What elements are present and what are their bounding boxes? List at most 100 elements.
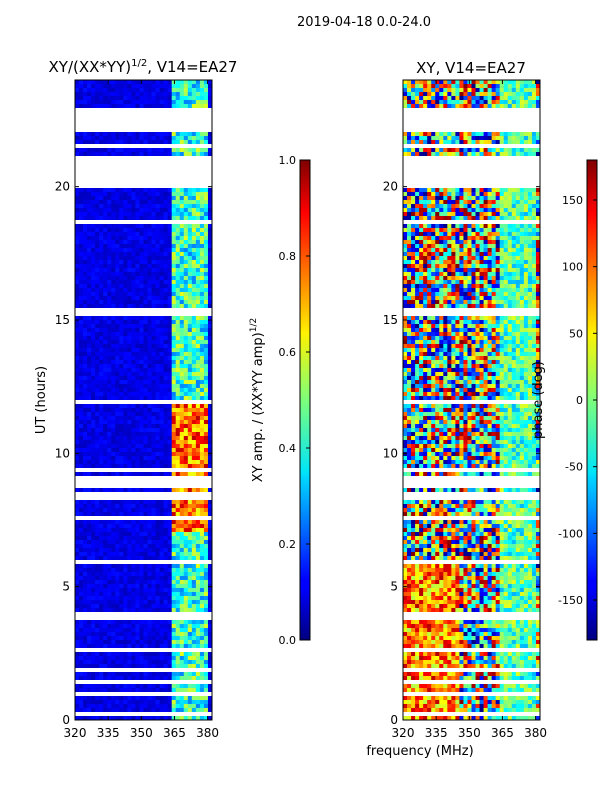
heat-cell xyxy=(75,152,80,157)
heat-cell xyxy=(91,432,96,437)
flagged-cell xyxy=(147,560,152,565)
heat-cell xyxy=(155,428,161,433)
heat-cell xyxy=(139,336,144,341)
heat-cell xyxy=(195,240,201,245)
heat-cell xyxy=(187,328,193,333)
heat-cell xyxy=(95,404,100,409)
flagged-cell xyxy=(187,180,193,185)
heat-cell xyxy=(95,664,100,669)
heat-cell xyxy=(199,300,205,305)
heat-cell xyxy=(171,420,177,425)
heat-cell xyxy=(207,244,213,249)
heat-cell xyxy=(147,216,152,221)
flagged-cell xyxy=(159,308,165,313)
heat-cell xyxy=(175,348,181,353)
heat-cell xyxy=(91,88,96,93)
heat-cell xyxy=(91,596,96,601)
heat-cell xyxy=(159,520,165,525)
flagged-cell xyxy=(147,496,152,501)
heat-cell xyxy=(131,416,136,421)
heat-cell xyxy=(159,392,165,397)
heat-cell xyxy=(187,620,193,625)
heat-cell xyxy=(107,448,112,453)
heat-cell xyxy=(171,536,177,541)
heat-cell xyxy=(163,92,169,97)
flagged-cell xyxy=(119,560,124,565)
heat-cell xyxy=(107,444,112,449)
heat-cell xyxy=(99,592,104,597)
heat-cell xyxy=(111,228,116,233)
heat-cell xyxy=(199,204,205,209)
heat-cell xyxy=(167,296,173,301)
heat-cell xyxy=(183,200,189,205)
heat-cell xyxy=(115,268,120,273)
heat-cell xyxy=(203,376,209,381)
heat-cell xyxy=(131,600,136,605)
heat-cell xyxy=(99,424,104,429)
heat-cell xyxy=(179,304,185,309)
heat-cell xyxy=(123,224,128,229)
heat-cell xyxy=(83,552,88,557)
heat-cell xyxy=(203,488,209,493)
heat-cell xyxy=(91,264,96,269)
heat-cell xyxy=(199,324,205,329)
heat-cell xyxy=(87,232,92,237)
heat-cell xyxy=(103,444,108,449)
heat-cell xyxy=(167,460,173,465)
heat-cell xyxy=(99,472,104,477)
heat-cell xyxy=(91,584,96,589)
heat-cell xyxy=(183,248,189,253)
flagged-cell xyxy=(127,476,132,481)
flagged-cell xyxy=(191,128,197,133)
flagged-cell xyxy=(95,168,100,173)
flagged-cell xyxy=(91,160,96,165)
heat-cell xyxy=(79,644,84,649)
heat-cell xyxy=(187,288,193,293)
heat-cell xyxy=(75,624,80,629)
heat-cell xyxy=(135,216,140,221)
heat-cell xyxy=(199,364,205,369)
flagged-cell xyxy=(179,308,185,313)
heat-cell xyxy=(91,444,96,449)
heat-cell xyxy=(147,268,152,273)
flagged-cell xyxy=(179,116,185,121)
flagged-cell xyxy=(119,168,124,173)
heat-cell xyxy=(143,588,148,593)
heat-cell xyxy=(123,228,128,233)
heat-cell xyxy=(119,324,124,329)
heat-cell xyxy=(167,276,173,281)
heat-cell xyxy=(135,276,140,281)
heat-cell xyxy=(107,428,112,433)
heat-cell xyxy=(115,324,120,329)
heat-cell xyxy=(139,140,144,145)
heat-cell xyxy=(83,212,88,217)
heat-cell xyxy=(163,504,169,509)
flagged-cell xyxy=(79,176,84,181)
heat-cell xyxy=(91,632,96,637)
heat-cell xyxy=(139,300,144,305)
heat-cell xyxy=(95,424,100,429)
heat-cell xyxy=(103,540,108,545)
heat-cell xyxy=(79,596,84,601)
flagged-cell xyxy=(207,144,213,149)
heat-cell xyxy=(83,192,88,197)
heat-cell xyxy=(91,568,96,573)
heat-cell xyxy=(127,564,132,569)
heat-cell xyxy=(147,136,152,141)
heat-cell xyxy=(163,444,169,449)
heat-cell xyxy=(167,464,173,469)
heat-cell xyxy=(103,264,108,269)
flagged-cell xyxy=(195,124,201,129)
flagged-cell xyxy=(99,168,104,173)
flagged-cell xyxy=(135,176,140,181)
heat-cell xyxy=(91,292,96,297)
heat-cell xyxy=(135,436,140,441)
heat-cell xyxy=(135,416,140,421)
heat-cell xyxy=(179,500,185,505)
heat-cell xyxy=(131,464,136,469)
heat-cell xyxy=(87,528,92,533)
heat-cell xyxy=(143,424,148,429)
heat-cell xyxy=(91,336,96,341)
flagged-cell xyxy=(91,116,96,121)
heat-cell xyxy=(179,256,185,261)
